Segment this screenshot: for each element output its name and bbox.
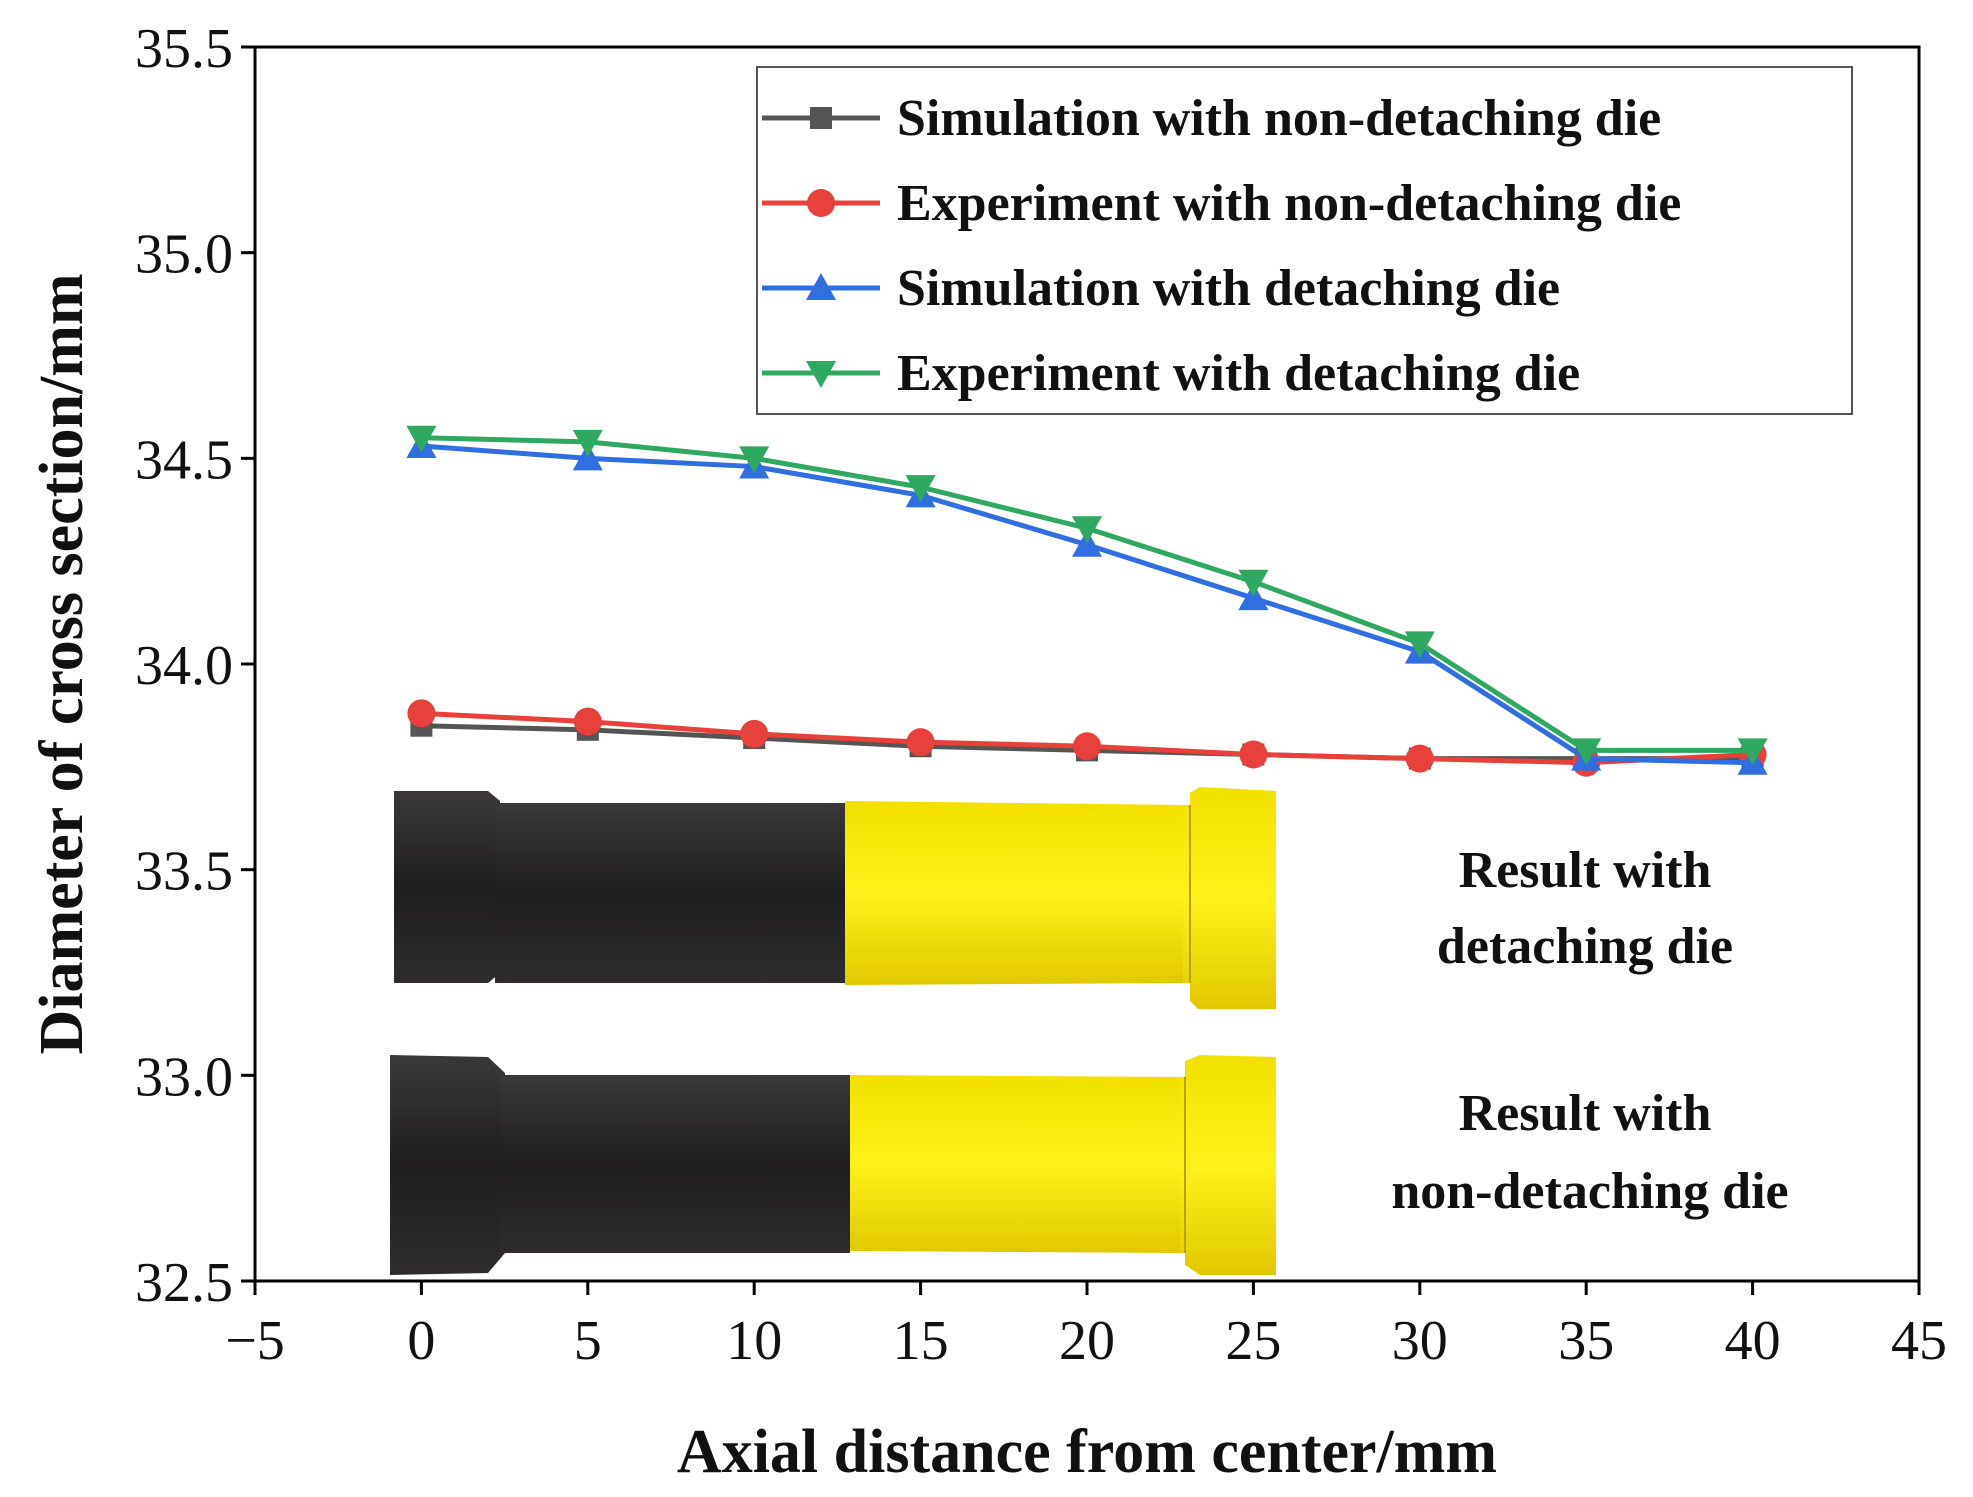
legend-entry: Simulation with detaching die — [762, 260, 1560, 317]
y-tick-label: 33.5 — [135, 841, 233, 903]
data-point — [407, 699, 436, 728]
legend-marker — [806, 361, 836, 388]
legend-label: Experiment with detaching die — [897, 345, 1580, 402]
x-tick-label: 5 — [574, 1310, 602, 1372]
x-tick-label: −5 — [225, 1310, 285, 1372]
annotation-non-detaching-line-2: non-detaching die — [1391, 1163, 1788, 1220]
data-point — [406, 425, 437, 453]
legend-marker — [810, 107, 832, 129]
data-point — [739, 446, 770, 474]
inset-detaching-die-photo — [394, 787, 1276, 1009]
annotation-non-detaching: Result with non-detaching die — [1391, 1085, 1788, 1220]
annotation-detaching-line-2: detaching die — [1437, 918, 1733, 975]
data-point — [1238, 569, 1269, 597]
legend-label: Simulation with detaching die — [897, 260, 1560, 317]
series-layer — [406, 425, 1768, 777]
legend-marker — [806, 273, 836, 300]
data-point — [1404, 631, 1435, 659]
data-point — [1073, 732, 1101, 761]
inset-non-detaching-die-photo — [390, 1055, 1276, 1275]
data-point — [1571, 738, 1602, 766]
legend-label: Simulation with non-detaching die — [897, 90, 1661, 147]
x-tick-label: 25 — [1225, 1310, 1281, 1372]
legend-entry: Simulation with non-detaching die — [762, 90, 1661, 147]
y-tick-label: 35.0 — [135, 224, 233, 286]
data-point — [905, 475, 936, 503]
data-point — [906, 728, 935, 757]
legend-label: Experiment with non-detaching die — [897, 175, 1681, 232]
x-tick-label: 35 — [1558, 1310, 1614, 1372]
x-axis-label: Axial distance from center/mm — [677, 1418, 1497, 1486]
annotation-detaching-line-1: Result with — [1459, 842, 1712, 899]
x-tick-label: 15 — [893, 1310, 949, 1372]
data-point — [1405, 744, 1434, 773]
legend-entry: Experiment with detaching die — [762, 345, 1580, 402]
y-tick-label: 34.5 — [135, 429, 233, 491]
data-point — [1737, 738, 1768, 766]
series-2 — [407, 699, 1767, 777]
y-axis: 32.5 33.0 33.5 34.0 34.5 35.0 35.5 — [135, 18, 255, 1314]
legend-entry: Experiment with non-detaching die — [762, 175, 1681, 232]
x-axis: −5 0 5 10 15 20 25 30 35 40 45 — [225, 1281, 1947, 1372]
x-tick-label: 30 — [1392, 1310, 1448, 1372]
annotation-detaching: Result with detaching die — [1437, 842, 1733, 975]
y-tick-label: 33.0 — [135, 1046, 233, 1108]
y-tick-label: 34.0 — [135, 635, 233, 697]
x-tick-label: 45 — [1891, 1310, 1947, 1372]
x-tick-label: 20 — [1059, 1310, 1115, 1372]
series-line — [421, 443, 1753, 766]
annotation-non-detaching-line-1: Result with — [1459, 1085, 1712, 1142]
y-axis-label: Diameter of cross section/mm — [28, 273, 96, 1054]
legend: Simulation with non-detaching die Experim… — [756, 66, 1853, 415]
y-tick-label: 32.5 — [135, 1252, 233, 1314]
data-point — [1072, 516, 1102, 544]
data-point — [1239, 740, 1268, 769]
legend-marker — [807, 189, 835, 217]
data-point — [740, 719, 769, 748]
x-tick-label: 10 — [726, 1310, 782, 1372]
legend-box — [756, 66, 1853, 415]
y-tick-label: 35.5 — [135, 18, 233, 80]
data-point — [573, 707, 602, 736]
series-line — [421, 435, 1753, 753]
series-4 — [406, 425, 1768, 766]
x-tick-label: 0 — [407, 1310, 435, 1372]
data-point — [572, 429, 603, 457]
x-tick-label: 40 — [1725, 1310, 1781, 1372]
